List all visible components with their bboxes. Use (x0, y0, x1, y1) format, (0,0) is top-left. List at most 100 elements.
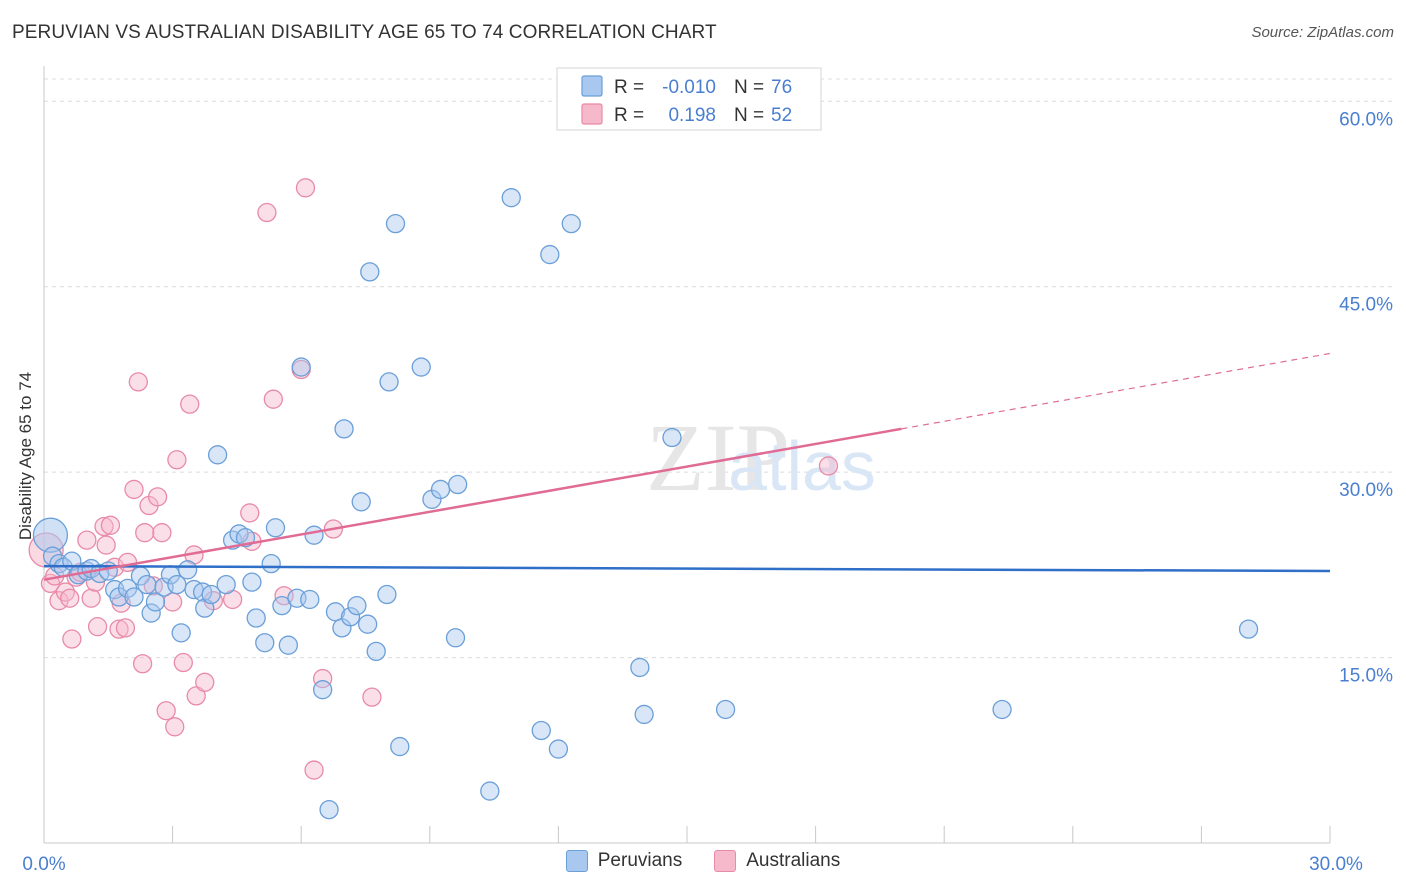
legend-swatch-peruvians (581, 75, 603, 97)
peruvian-point (347, 595, 367, 616)
legend-r-value: 0.198 (668, 105, 716, 126)
legend-n-value: 76 (771, 77, 792, 98)
australian-point (96, 535, 116, 555)
axis-layer: 0.0% 30.0% (22, 66, 1363, 875)
grid-layer: 15.0% 30.0% 45.0% 60.0% (44, 78, 1394, 687)
peruvian-point (480, 781, 500, 801)
peruvian-point (141, 603, 161, 623)
watermark-zip: ZIP (646, 404, 790, 511)
peruvian-point (531, 720, 551, 741)
peruvian-point (634, 704, 654, 725)
peruvian-point (1238, 619, 1259, 639)
chart-source: Source: ZipAtlas.com (1251, 24, 1394, 41)
australians-trend-extension (901, 352, 1331, 430)
australian-point (117, 552, 138, 573)
chart-title: PERUVIAN VS AUSTRALIAN DISABILITY AGE 65… (12, 22, 717, 43)
peruvian-point (207, 445, 228, 465)
australian-point (195, 672, 215, 692)
australian-point (124, 479, 144, 500)
peruvian-point (300, 589, 320, 610)
trend-lines (43, 352, 1331, 581)
peruvian-point (992, 699, 1012, 720)
peruvian-point (548, 739, 569, 759)
peruvian-point (340, 607, 361, 627)
legend-n-label: N = (734, 77, 764, 98)
australian-point (173, 652, 193, 673)
australian-point (165, 717, 185, 737)
peruvian-point (265, 518, 286, 538)
australian-point (263, 389, 283, 409)
legend-label-peruvians: Peruvians (597, 850, 683, 871)
australian-point (240, 503, 260, 523)
peruvian-point (377, 584, 397, 605)
australian-point (362, 687, 382, 707)
australian-point (147, 487, 168, 507)
australian-point (186, 686, 206, 706)
australians-trend-line (43, 427, 902, 581)
legend-item-peruvians[interactable]: Peruvians (565, 850, 683, 872)
peruvian-point (235, 528, 256, 548)
australian-point (818, 456, 839, 476)
peruvian-point (137, 574, 157, 595)
peruvian-point (145, 592, 166, 612)
legend-label-australians: Australians (746, 850, 841, 871)
australian-point (180, 394, 200, 414)
peruvian-point (385, 214, 406, 234)
peruvian-point (360, 262, 380, 282)
peruvian-point (255, 633, 275, 653)
australian-point (60, 588, 80, 608)
legend-item-australians[interactable]: Australians (714, 850, 840, 872)
australian-point (87, 617, 108, 637)
peruvian-point (261, 553, 281, 574)
peruvian-point (201, 584, 221, 605)
peruvian-point (124, 587, 144, 607)
y-tick-label: 15.0% (1339, 666, 1393, 687)
australian-point (257, 202, 277, 223)
peruvian-point (411, 357, 431, 377)
legend-swatch-australians (581, 103, 603, 125)
peruvian-point (98, 561, 118, 581)
australian-point (62, 629, 82, 649)
peruvians-swatch (565, 850, 588, 872)
series-legend: Peruvians Australians (0, 850, 1406, 872)
peruvian-point (379, 372, 399, 392)
correlation-legend: R = -0.010 N = 76 R = 0.198 N = 52 (556, 67, 822, 131)
peruvian-point (540, 244, 560, 265)
peruvian-point (312, 680, 333, 700)
australian-point (100, 515, 121, 535)
australian-point (81, 588, 101, 608)
australian-point (135, 523, 155, 543)
peruvian-point (242, 572, 262, 592)
peruvian-point (662, 427, 682, 448)
peruvian-point (171, 623, 191, 643)
australian-point (94, 516, 114, 537)
australians-swatch (714, 850, 737, 872)
x-tick-label-max: 30.0% (1309, 854, 1363, 875)
peruvian-point (304, 525, 324, 545)
australian-point (132, 654, 153, 674)
peruvian-point (390, 736, 410, 757)
peruvian-point (715, 699, 736, 720)
australian-point (109, 619, 129, 639)
australian-point (152, 523, 172, 543)
australian-point (312, 668, 333, 689)
peruvian-point (32, 517, 69, 553)
peruvian-point (334, 419, 354, 439)
y-tick-label: 60.0% (1339, 109, 1393, 130)
peruvian-point (630, 657, 650, 678)
peruvian-point (366, 641, 386, 662)
peruvian-point (445, 628, 466, 648)
australian-point (167, 450, 187, 470)
x-tick-label-min: 0.0% (22, 854, 65, 875)
peruvians-trend-line (43, 564, 1331, 573)
peruvian-point (246, 608, 266, 628)
peruvian-point (501, 188, 521, 208)
australian-point (304, 760, 324, 780)
legend-r-value: -0.010 (662, 77, 716, 98)
peruvian-point (319, 799, 339, 820)
peruvian-point (216, 574, 236, 595)
peruvian-point (351, 492, 371, 512)
y-tick-label: 45.0% (1339, 295, 1393, 316)
peruvian-point (357, 614, 378, 634)
